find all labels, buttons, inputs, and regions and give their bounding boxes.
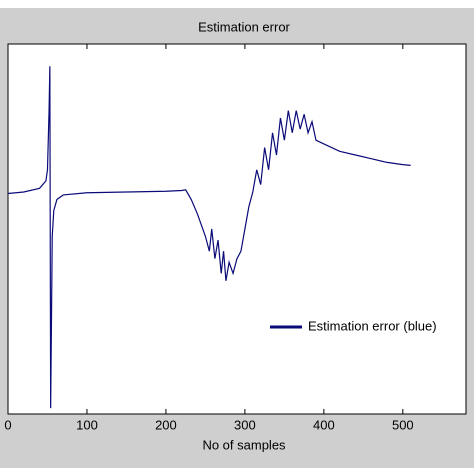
x-axis-label: No of samples <box>202 437 286 452</box>
data-line <box>7 66 411 409</box>
x-tick-label: 300 <box>234 417 256 432</box>
plot-area <box>7 43 467 415</box>
x-tick-label: 500 <box>392 417 414 432</box>
legend-label: Estimation error (blue) <box>308 318 437 333</box>
x-tick-label: 200 <box>155 417 177 432</box>
x-tick-label: 400 <box>313 417 335 432</box>
x-tick-label: 0 <box>4 417 11 432</box>
chart-title: Estimation error <box>198 19 290 34</box>
x-tick-label: 100 <box>76 417 98 432</box>
